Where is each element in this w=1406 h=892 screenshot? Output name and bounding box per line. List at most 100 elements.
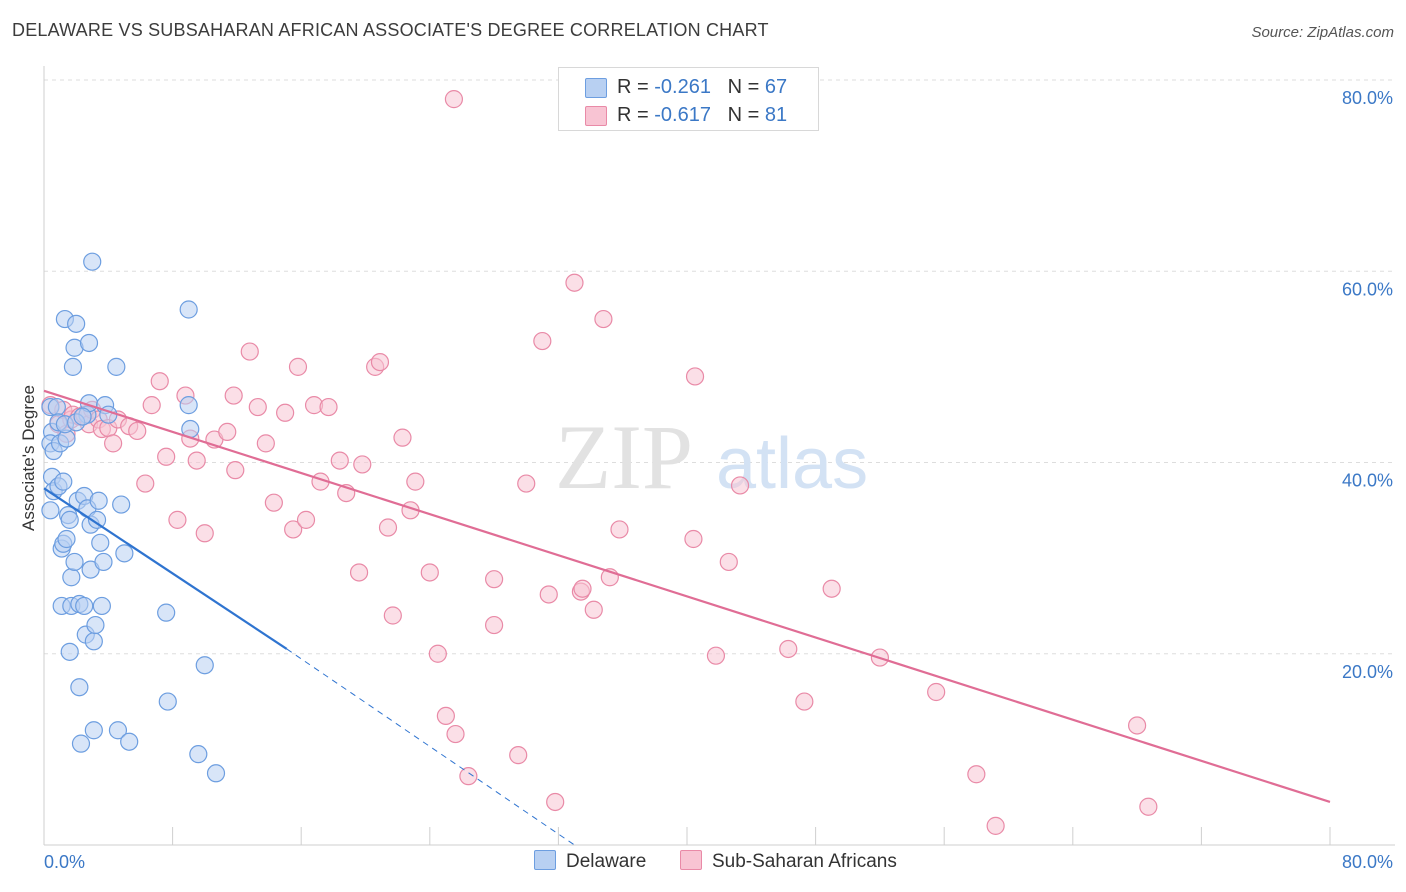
- legend-n-label: N =: [727, 76, 760, 98]
- ssa-point: [517, 474, 536, 493]
- delaware-point: [91, 533, 110, 552]
- ssa-point: [565, 273, 584, 292]
- ssa-point: [168, 510, 187, 529]
- ssa-point: [719, 552, 738, 572]
- ssa-point: [226, 461, 245, 480]
- y-tick-label: 60.0%: [1342, 279, 1393, 299]
- ssa-point: [104, 434, 123, 453]
- source-label: Source: ZipAtlas.com: [1251, 24, 1394, 41]
- ssa-point: [195, 524, 214, 543]
- ssa-point: [187, 451, 206, 470]
- ssa-point: [795, 692, 814, 711]
- delaware-point: [70, 678, 89, 697]
- ssa-point: [485, 570, 504, 589]
- ssa-point: [370, 352, 390, 372]
- delaware-point: [86, 615, 105, 635]
- ssa-point: [276, 403, 295, 422]
- ssa-point: [822, 579, 841, 598]
- ssa-point: [224, 386, 243, 405]
- delaware-point: [108, 721, 128, 740]
- ssa-point: [142, 396, 161, 415]
- ssa-point: [584, 600, 603, 619]
- ssa-point: [157, 447, 176, 466]
- ssa-point: [446, 724, 465, 744]
- bottom-legend-label: Delaware: [566, 851, 647, 872]
- ssa-point: [136, 474, 155, 493]
- delaware-point: [41, 501, 60, 520]
- bottom-legend-delaware: Delaware: [534, 850, 646, 873]
- delaware-point: [157, 603, 176, 622]
- ssa-point: [428, 644, 447, 663]
- y-tick-label: 20.0%: [1342, 662, 1393, 682]
- ssa-point: [319, 397, 338, 417]
- ssa-point: [706, 646, 726, 665]
- delaware-trend-extension: [286, 648, 575, 846]
- ssa-point: [378, 518, 398, 537]
- ssa-point: [533, 331, 552, 351]
- ssa-point: [240, 342, 259, 361]
- ssa-point: [1127, 716, 1147, 735]
- chart-title: DELAWARE VS SUBSAHARAN AFRICAN ASSOCIATE…: [12, 20, 769, 40]
- ssa-trend-line: [43, 389, 1331, 804]
- ssa-point: [685, 367, 705, 386]
- ssa-point: [779, 639, 798, 659]
- delaware-point: [57, 529, 76, 549]
- ssa-point: [684, 529, 703, 549]
- legend-swatch-delaware: [585, 78, 607, 98]
- delaware-point: [206, 764, 226, 783]
- delaware-point: [107, 357, 126, 376]
- ssa-point: [730, 476, 750, 495]
- series-delaware-points: [41, 252, 226, 783]
- legend-n-value: 67: [764, 76, 788, 98]
- legend-swatch-ssa: [585, 106, 607, 126]
- axes: [43, 66, 1395, 846]
- tick-labels: 20.0% 40.0% 60.0% 80.0% 0.0% 80.0%: [44, 88, 1393, 872]
- delaware-point: [83, 252, 102, 271]
- watermark-zip: ZIP: [555, 406, 693, 508]
- ssa-point: [406, 472, 425, 491]
- ssa-point: [420, 563, 439, 582]
- bottom-legend-ssa: Sub-Saharan Africans: [680, 850, 897, 873]
- ssa-point: [256, 434, 275, 453]
- ssa-point: [485, 615, 504, 635]
- delaware-point: [189, 745, 208, 764]
- x-tick-label: 0.0%: [44, 852, 85, 872]
- ssa-point: [986, 816, 1005, 835]
- delaware-trend-line: [43, 487, 288, 650]
- ssa-point: [573, 579, 592, 598]
- ssa-point: [509, 746, 528, 765]
- ssa-point: [1139, 797, 1158, 816]
- ssa-point: [128, 421, 147, 441]
- bottom-legend-swatch-delaware: [534, 850, 556, 870]
- grid-lines: [44, 79, 1395, 655]
- ssa-point: [383, 606, 402, 625]
- ssa-point: [444, 90, 464, 109]
- delaware-point: [115, 544, 134, 563]
- delaware-point: [87, 510, 107, 529]
- ssa-point: [353, 455, 372, 474]
- delaware-point: [195, 656, 214, 675]
- delaware-point: [120, 732, 139, 751]
- delaware-point: [179, 300, 198, 319]
- delaware-point: [65, 552, 84, 572]
- legend-r-label: R =: [617, 76, 649, 98]
- delaware-point: [92, 596, 111, 616]
- delaware-point: [158, 692, 177, 711]
- delaware-point: [71, 734, 91, 753]
- delaware-point: [89, 491, 108, 510]
- ssa-point: [150, 372, 169, 391]
- delaware-point: [94, 552, 113, 572]
- delaware-point: [67, 314, 86, 333]
- ssa-point: [610, 520, 629, 539]
- delaware-point: [112, 495, 131, 514]
- delaware-point: [54, 472, 73, 491]
- ssa-point: [264, 493, 283, 512]
- ssa-point: [546, 792, 565, 812]
- legend-n-label: N =: [727, 104, 760, 126]
- delaware-point: [79, 333, 99, 353]
- ssa-point: [539, 585, 558, 604]
- ssa-point: [349, 563, 369, 582]
- correlation-legend: R = -0.261 N = 67 R = -0.617 N = 81: [558, 67, 819, 131]
- ssa-point: [288, 357, 308, 376]
